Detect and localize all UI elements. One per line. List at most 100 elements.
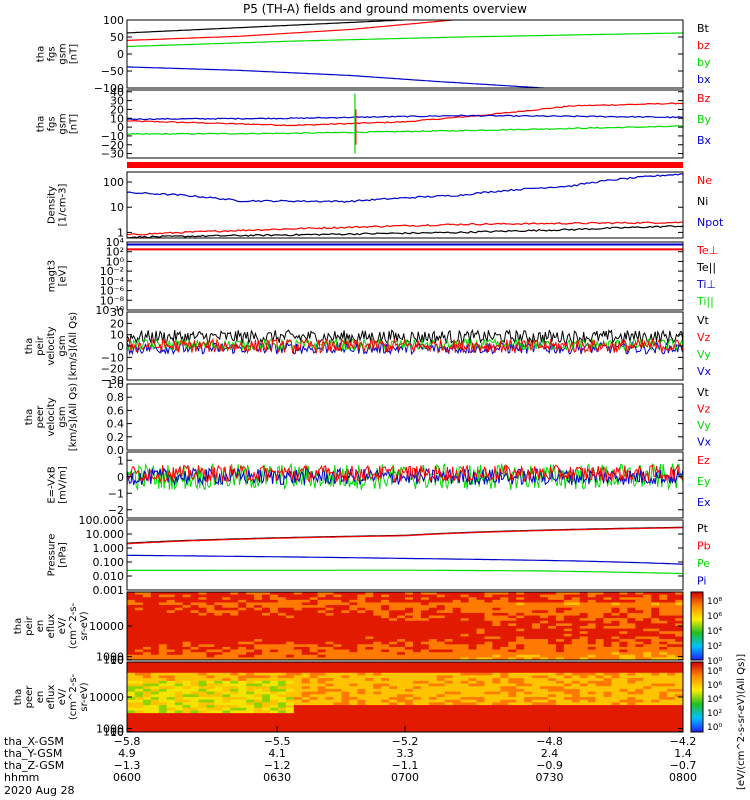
spectrogram-cell: [206, 705, 215, 709]
spectrogram-cell: [436, 639, 446, 643]
y-tick-label: 10⁻⁴: [100, 275, 125, 288]
spectrogram-cell: [492, 592, 501, 596]
spectrogram-cell: [627, 667, 636, 671]
spectrogram-cell: [317, 726, 327, 730]
spectrogram-cell: [635, 680, 644, 685]
spectrogram-cell: [452, 631, 462, 635]
spectrogram-cell: [325, 626, 335, 630]
spectrogram-cell: [293, 702, 303, 706]
spectrogram-cell: [365, 662, 374, 666]
spectrogram-cell: [182, 610, 192, 614]
spectrogram-cell: [619, 652, 628, 656]
spectrogram-cell: [595, 707, 605, 712]
spectrogram-cell: [436, 726, 446, 730]
spectrogram-cell: [444, 594, 454, 598]
spectrogram-cell: [246, 654, 255, 658]
spectrogram-cell: [127, 718, 136, 722]
spectrogram-cell: [341, 680, 350, 685]
spectrogram-cell: [619, 633, 628, 638]
spectrogram-cell: [444, 691, 454, 695]
spectrogram-cell: [627, 620, 636, 624]
spectrogram-cell: [452, 688, 462, 693]
spectrogram-cell: [381, 644, 390, 648]
spectrogram-cell: [603, 636, 613, 640]
spectrogram-cell: [659, 631, 668, 635]
spectrogram-cell: [579, 686, 589, 690]
spectrogram-cell: [182, 697, 192, 701]
spectrogram-cell: [309, 713, 319, 717]
spectrogram-cell: [468, 688, 478, 693]
spectrogram-cell: [389, 610, 398, 614]
spectrogram-cell: [484, 680, 493, 685]
spectrogram-cell: [341, 702, 350, 706]
spectrogram-cell: [500, 686, 509, 690]
spectrogram-cell: [651, 602, 660, 606]
spectrogram-cell: [468, 612, 478, 617]
spectrogram-cell: [325, 594, 335, 598]
spectrogram-cell: [349, 662, 358, 666]
spectrogram-cell: [238, 636, 247, 640]
spectrogram-cell: [301, 726, 311, 730]
spectrogram-cell: [198, 631, 208, 635]
spectrogram-cell: [301, 602, 311, 606]
spectrogram-cell: [500, 620, 509, 624]
spectrogram-cell: [254, 662, 263, 666]
y-tick-label: 0: [117, 48, 124, 61]
spectrogram-cell: [675, 718, 683, 722]
x-axis-row-label: tha_Y-GSM: [4, 747, 62, 760]
spectrogram-cell: [150, 605, 160, 609]
spectrogram-cell: [476, 707, 486, 712]
spectrogram-cell: [158, 592, 168, 596]
spectrogram-cell: [158, 729, 168, 732]
spectrogram-cell: [667, 607, 676, 611]
spectrogram-cell: [468, 675, 478, 679]
spectrogram-cell: [190, 672, 200, 677]
spectrogram-cell: [206, 691, 215, 695]
spectrogram-cell: [420, 699, 430, 703]
spectrogram-cell: [460, 654, 470, 658]
spectrogram-cell: [460, 691, 470, 695]
spectrogram-cell: [373, 597, 382, 601]
spectrogram-cell: [635, 667, 644, 671]
spectrogram-cell: [651, 644, 660, 648]
spectrogram-cell: [428, 688, 438, 693]
spectrogram-cell: [500, 726, 509, 730]
spectrogram-cell: [492, 620, 501, 624]
spectrogram-cell: [468, 672, 478, 677]
spectrogram-cell: [659, 678, 668, 682]
spectrogram-cell: [452, 729, 462, 732]
spectrogram-cell: [222, 602, 231, 606]
spectrogram-cell: [285, 599, 295, 604]
spectrogram-cell: [428, 620, 438, 624]
spectrogram-cell: [397, 639, 406, 643]
spectrogram-cell: [230, 694, 239, 698]
spectrogram-cell: [492, 683, 501, 687]
spectrogram-cell: [667, 615, 676, 619]
spectrogram-cell: [619, 683, 628, 687]
spectrogram-cell: [516, 592, 525, 596]
spectrogram-cell: [150, 702, 160, 706]
spectrogram-cell: [547, 664, 557, 668]
spectrogram-cell: [476, 657, 486, 660]
spectrogram-cell: [540, 626, 549, 630]
spectrogram-cell: [190, 641, 200, 645]
spectrogram-cell: [428, 699, 438, 703]
spectrogram-cell: [357, 641, 366, 645]
spectrogram-cell: [603, 670, 613, 674]
spectrogram-cell: [389, 607, 398, 611]
spectrogram-cell: [643, 633, 652, 638]
spectrogram-cell: [412, 615, 422, 619]
spectrogram-cell: [357, 615, 366, 619]
spectrogram-cell: [230, 713, 239, 717]
spectrogram-cell: [142, 602, 152, 606]
spectrogram-cell: [222, 615, 231, 619]
spectrogram-cell: [476, 631, 486, 635]
spectrogram-cell: [198, 715, 208, 720]
spectrogram-cell: [635, 657, 644, 660]
colorbar-tick-label: 10²: [707, 642, 722, 652]
spectrogram-cell: [675, 657, 683, 660]
y-tick-label: 20: [110, 103, 124, 116]
spectrogram-cell: [643, 683, 652, 687]
spectrogram-cell: [571, 680, 581, 685]
spectrogram-cell: [635, 652, 644, 656]
